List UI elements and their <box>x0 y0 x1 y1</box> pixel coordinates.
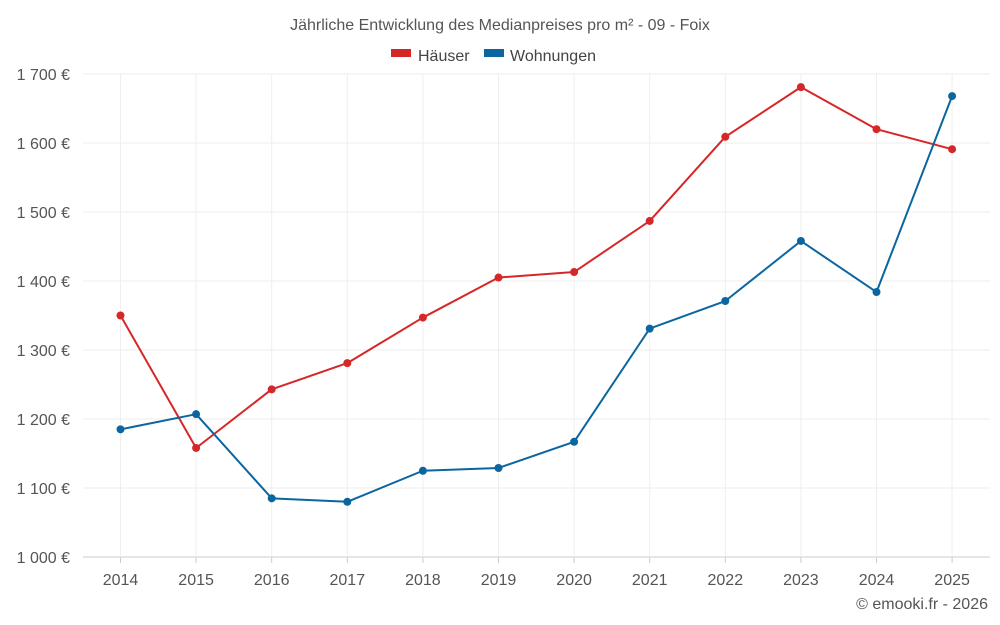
data-point-wohnungen[interactable] <box>192 410 201 419</box>
data-point-haeuser[interactable] <box>948 145 957 154</box>
x-tick-label: 2024 <box>859 572 895 589</box>
x-tick-label: 2016 <box>254 572 290 589</box>
data-point-haeuser[interactable] <box>721 132 730 141</box>
legend-label-haeuser[interactable]: Häuser <box>418 48 470 65</box>
legend-swatch-wohnungen <box>484 49 504 57</box>
x-tick-label: 2017 <box>330 572 366 589</box>
data-point-wohnungen[interactable] <box>872 288 881 297</box>
x-tick-label: 2014 <box>103 572 139 589</box>
legend: Häuser Wohnungen <box>391 48 596 65</box>
x-tick-label: 2023 <box>783 572 819 589</box>
data-point-haeuser[interactable] <box>116 311 125 320</box>
y-tick-label: 1 200 € <box>17 412 70 429</box>
x-tick-label: 2020 <box>556 572 592 589</box>
x-tick-label: 2021 <box>632 572 668 589</box>
legend-label-wohnungen[interactable]: Wohnungen <box>510 48 596 65</box>
x-tick-label: 2015 <box>178 572 214 589</box>
y-tick-label: 1 600 € <box>17 136 70 153</box>
y-tick-label: 1 300 € <box>17 343 70 360</box>
data-point-wohnungen[interactable] <box>721 297 730 306</box>
y-axis: 1 000 € 1 100 € 1 200 € 1 300 € 1 400 € 1 500… <box>17 67 70 567</box>
legend-swatch-haeuser <box>391 49 411 57</box>
chart-title: Jährliche Entwicklung des Medianpreises … <box>290 17 710 34</box>
y-tick-label: 1 000 € <box>17 550 70 567</box>
y-tick-label: 1 700 € <box>17 67 70 84</box>
y-tick-label: 1 100 € <box>17 481 70 498</box>
x-tick-label: 2019 <box>481 572 517 589</box>
y-tick-label: 1 400 € <box>17 274 70 291</box>
data-point-wohnungen[interactable] <box>267 494 276 503</box>
data-point-haeuser[interactable] <box>267 385 276 394</box>
data-point-wohnungen[interactable] <box>948 92 957 101</box>
data-point-wohnungen[interactable] <box>343 497 352 506</box>
data-point-haeuser[interactable] <box>570 268 579 277</box>
series-line-wohnungen <box>120 95 954 503</box>
data-point-haeuser[interactable] <box>645 216 654 225</box>
data-point-haeuser[interactable] <box>872 125 881 134</box>
y-tick-label: 1 500 € <box>17 205 70 222</box>
x-tick-label: 2025 <box>934 572 970 589</box>
grid <box>83 73 990 558</box>
data-point-wohnungen[interactable] <box>796 236 805 245</box>
x-tick-label: 2018 <box>405 572 441 589</box>
data-point-wohnungen[interactable] <box>418 466 427 475</box>
data-point-haeuser[interactable] <box>192 443 201 452</box>
data-point-wohnungen[interactable] <box>116 425 125 434</box>
series <box>116 83 957 506</box>
x-tick-label: 2022 <box>708 572 744 589</box>
data-point-wohnungen[interactable] <box>570 437 579 446</box>
series-line-haeuser <box>119 86 953 449</box>
data-point-haeuser[interactable] <box>343 359 352 368</box>
data-point-haeuser[interactable] <box>418 313 427 322</box>
x-axis: 2014 2015 2016 2017 2018 2019 2020 2021 2022 2023… <box>103 557 970 589</box>
data-point-haeuser[interactable] <box>494 273 503 282</box>
data-point-haeuser[interactable] <box>796 83 805 92</box>
data-point-wohnungen[interactable] <box>645 324 654 333</box>
credit-text: © emooki.fr - 2026 <box>856 596 988 613</box>
data-point-wohnungen[interactable] <box>494 463 503 472</box>
